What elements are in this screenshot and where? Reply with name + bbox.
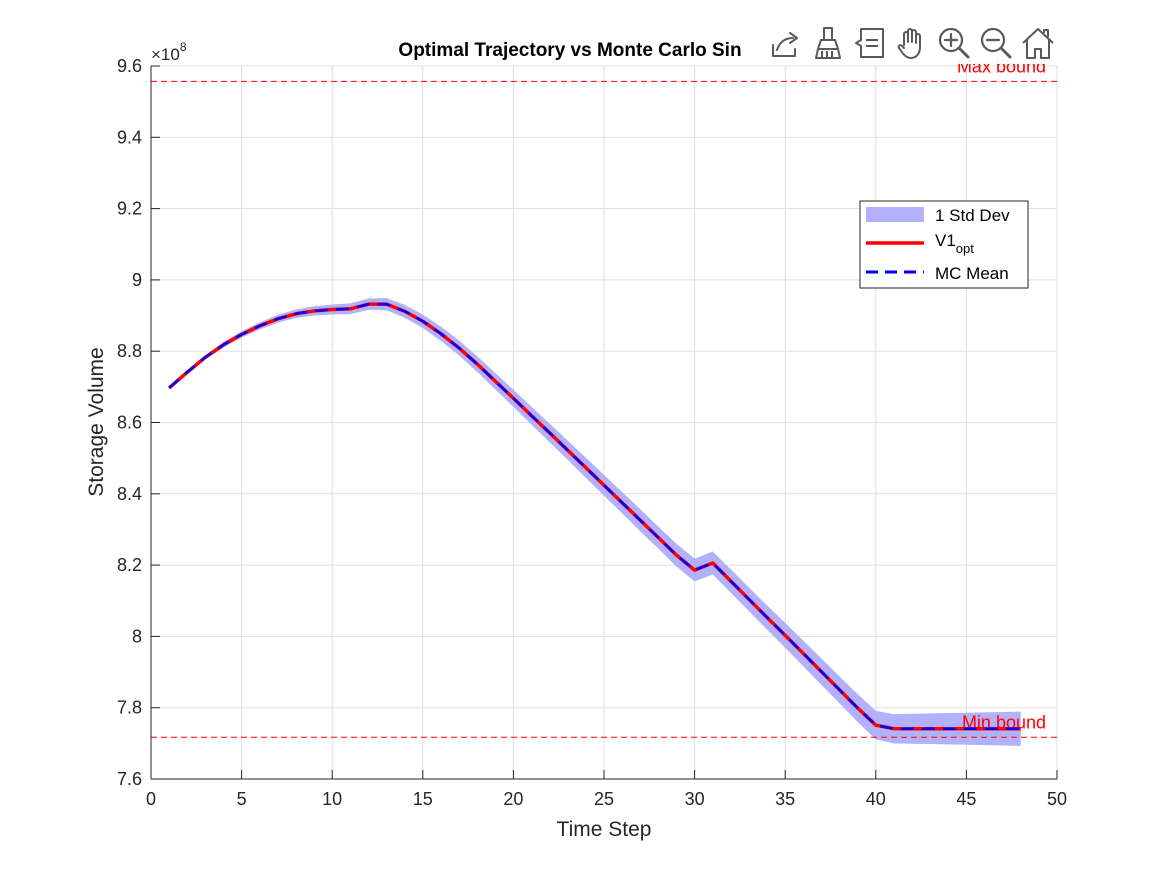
pan-icon: [897, 28, 921, 59]
y-tick-label: 7.6: [117, 769, 142, 789]
x-tick-label: 0: [146, 789, 156, 809]
y-tick-label: 9.2: [117, 199, 142, 219]
chart-title: Optimal Trajectory vs Monte Carlo Sin: [398, 40, 741, 61]
y-tick-label: 8: [132, 626, 142, 646]
x-axis-label: Time Step: [557, 818, 652, 841]
axes: [150, 65, 1058, 780]
home-icon: [1022, 28, 1054, 59]
y-tick-label: 8.6: [117, 413, 142, 433]
y-axis-label: Storage Volume: [85, 347, 108, 496]
y-tick-label: 8.8: [117, 341, 142, 361]
axes-toolbar: [766, 22, 1058, 64]
zoom-out-button[interactable]: [976, 22, 1016, 64]
x-tick-label: 25: [594, 789, 614, 809]
tick-labels: 0 5 10 15 20 25 30 35 40 45 50 7.6 7.8 8 8.2 8.4 8.6 8.8 9…: [117, 56, 1067, 809]
pan-button[interactable]: [892, 22, 932, 64]
x-tick-label: 50: [1047, 789, 1067, 809]
y-tick-label: 7.8: [117, 698, 142, 718]
x-tick-label: 20: [503, 789, 523, 809]
brush-icon: [815, 27, 841, 59]
data-tips-icon: [855, 28, 884, 58]
legend-label-mc-mean: MC Mean: [935, 264, 1009, 283]
x-tick-label: 40: [866, 789, 886, 809]
y-tick-label: 9.6: [117, 56, 142, 76]
home-button[interactable]: [1018, 22, 1058, 64]
legend-label-std-dev: 1 Std Dev: [935, 206, 1010, 225]
x-tick-label: 45: [956, 789, 976, 809]
data-tips-button[interactable]: [850, 22, 890, 64]
legend[interactable]: 1 Std Dev V1opt MC Mean: [859, 200, 1029, 289]
legend-swatch-std-dev: [866, 207, 924, 222]
y-tick-label: 8.4: [117, 484, 142, 504]
y-tick-label: 9: [132, 270, 142, 290]
series-lines: [167, 302, 1021, 731]
legend-label-v1opt: V1opt: [935, 231, 974, 256]
series-line-mc-mean: [168, 302, 1021, 730]
export-button[interactable]: [766, 22, 806, 64]
zoom-in-icon: [938, 27, 970, 59]
brush-button[interactable]: [808, 22, 848, 64]
zoom-in-button[interactable]: [934, 22, 974, 64]
zoom-out-icon: [980, 27, 1012, 59]
x-tick-label: 30: [685, 789, 705, 809]
y-exponent-label: ×108: [151, 40, 187, 64]
x-tick-label: 35: [775, 789, 795, 809]
export-icon: [772, 32, 798, 57]
y-tick-label: 9.4: [117, 127, 142, 147]
y-tick-label: 8.2: [117, 555, 142, 575]
x-tick-label: 5: [237, 789, 247, 809]
x-tick-label: 10: [322, 789, 342, 809]
x-tick-label: 15: [413, 789, 433, 809]
